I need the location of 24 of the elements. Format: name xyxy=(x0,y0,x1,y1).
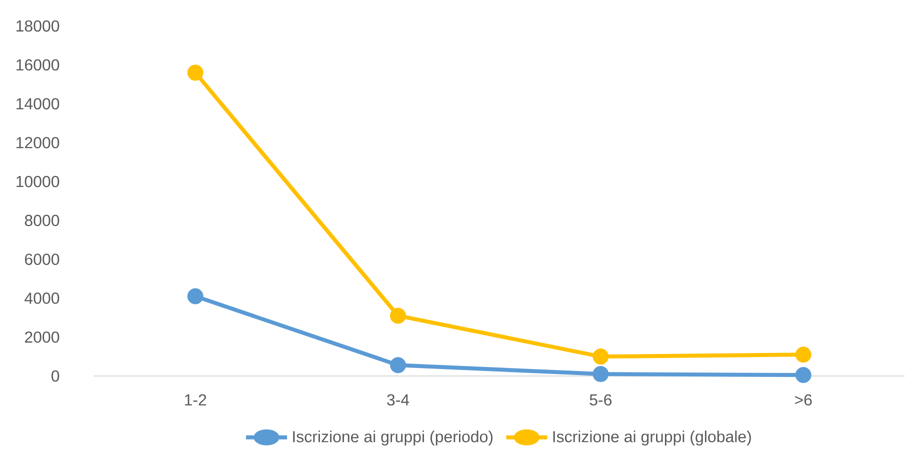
point xyxy=(390,308,406,324)
y-tick-label: 18000 xyxy=(16,20,60,32)
point xyxy=(592,348,609,365)
y-tick-label: 12000 xyxy=(16,137,60,148)
point xyxy=(390,357,406,374)
point xyxy=(795,367,812,384)
y-tick-label: 14000 xyxy=(16,98,60,110)
y-tick-label: 10000 xyxy=(16,176,60,188)
x-tick-label: 3-4 xyxy=(387,394,410,406)
point xyxy=(187,64,204,81)
point xyxy=(187,288,204,304)
y-tick-label: 16000 xyxy=(16,59,60,71)
legend-label: Iscrizione ai gruppi (globale) xyxy=(553,430,751,446)
point xyxy=(795,346,812,363)
x-tick-label: >6 xyxy=(795,394,812,406)
y-tick-label: 8000 xyxy=(24,214,60,226)
point xyxy=(592,366,609,382)
legend-label: Iscrizione ai gruppi (periodo) xyxy=(293,430,493,446)
y-tick-label: 2000 xyxy=(24,331,60,343)
x-tick-label: 1-2 xyxy=(184,394,206,406)
y-tick-label: 0 xyxy=(52,370,60,382)
y-tick-label: 4000 xyxy=(24,292,60,304)
x-tick-label: 5-6 xyxy=(590,394,612,406)
y-tick-label: 6000 xyxy=(25,254,60,265)
